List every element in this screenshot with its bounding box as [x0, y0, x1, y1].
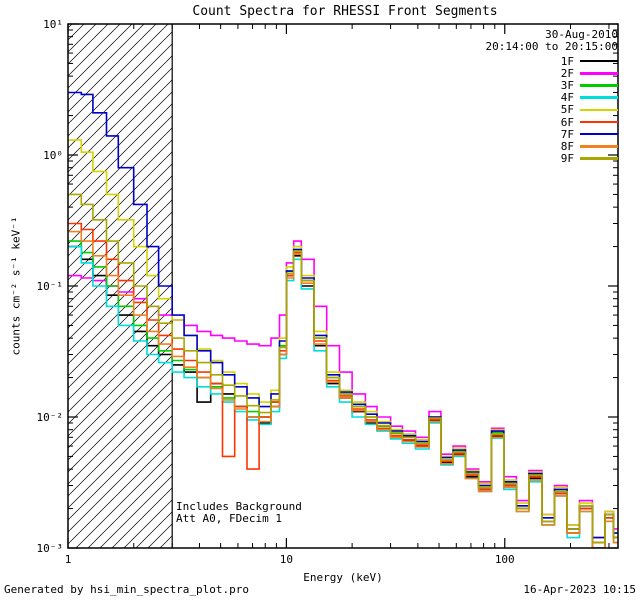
- legend-color-line: [580, 132, 618, 136]
- legend-label: 6F: [560, 115, 574, 129]
- legend-label: 5F: [560, 103, 574, 117]
- legend-color-line: [580, 96, 618, 99]
- legend-color-line: [580, 84, 618, 87]
- annotation-includes-background: Includes Background: [176, 500, 302, 513]
- legend-label: 8F: [560, 139, 574, 153]
- svg-text:10: 10: [280, 553, 293, 566]
- legend-color-line: [580, 145, 618, 148]
- svg-text:1: 1: [65, 553, 72, 566]
- legend-item-3F: 3F: [560, 78, 618, 92]
- legend-item-6F: 6F: [560, 115, 618, 129]
- annotation-attenuator-state: Att A0, FDecim 1: [176, 512, 282, 525]
- legend-label: 7F: [560, 127, 574, 141]
- legend-item-2F: 2F: [560, 66, 618, 80]
- legend-color-line: [580, 120, 618, 124]
- legend-item-5F: 5F: [560, 103, 618, 117]
- series-lines: [68, 91, 618, 548]
- svg-text:10¹: 10¹: [43, 18, 63, 31]
- legend-item-4F: 4F: [560, 91, 618, 105]
- legend-item-1F: 1F: [560, 54, 618, 68]
- x-axis-ticks: 1 10 100: [65, 24, 610, 566]
- hatch-region: [68, 24, 173, 548]
- svg-text:10⁻¹: 10⁻¹: [37, 280, 64, 293]
- legend-label: 2F: [560, 66, 574, 80]
- observation-time-range: 20:14:00 to 20:15:00: [485, 40, 618, 53]
- chart-title: Count Spectra for RHESSI Front Segments: [192, 4, 498, 19]
- legend-color-line: [580, 72, 618, 75]
- legend-color-line: [580, 59, 618, 63]
- legend-item-7F: 7F: [560, 127, 618, 141]
- svg-text:10⁰: 10⁰: [43, 149, 63, 162]
- generator-credit: Generated by hsi_min_spectra_plot.pro: [4, 583, 250, 596]
- legend-label: 9F: [560, 152, 574, 166]
- legend-label: 1F: [560, 54, 574, 68]
- axis-box: [67, 23, 619, 549]
- legend-label: 3F: [560, 78, 574, 92]
- legend-item-8F: 8F: [560, 139, 618, 153]
- series-line-9F: [68, 193, 618, 544]
- svg-text:100: 100: [495, 553, 515, 566]
- legend-color-line: [580, 108, 618, 112]
- legend-item-9F: 9F: [560, 152, 618, 166]
- legend-label: 4F: [560, 91, 574, 105]
- x-axis-title: Energy (keV): [303, 571, 383, 584]
- svg-text:10⁻³: 10⁻³: [37, 542, 64, 555]
- observation-date: 30-Aug-2010: [545, 28, 618, 41]
- y-axis-title: counts cm⁻² s⁻¹ keV⁻¹: [9, 216, 23, 356]
- legend: 1F 2F 3F 4F 5F 6F 7F 8F 9F: [561, 55, 618, 165]
- legend-color-line: [580, 157, 618, 160]
- svg-text:10⁻²: 10⁻²: [37, 411, 64, 424]
- y-axis-ticks: 10⁻³ 10⁻² 10⁻¹ 10⁰ 10¹: [37, 18, 618, 555]
- render-timestamp: 16-Apr-2023 10:15: [523, 583, 636, 596]
